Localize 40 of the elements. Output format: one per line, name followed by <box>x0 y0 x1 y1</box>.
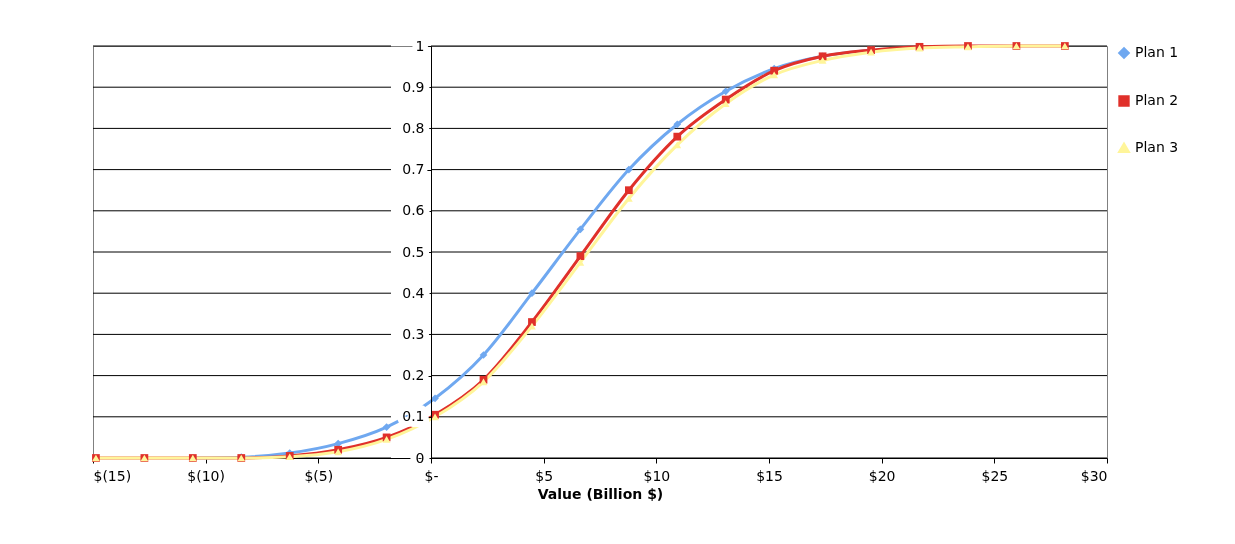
point <box>528 322 536 330</box>
y-tick-label: 0.3 <box>402 325 425 342</box>
x-tick-label: $30 <box>1080 467 1108 484</box>
point <box>576 252 585 260</box>
y-tick-label: 0.8 <box>402 119 425 136</box>
x-tick-label: $(5) <box>304 467 334 484</box>
point <box>673 120 682 129</box>
point <box>770 71 779 79</box>
legend-label: Plan 1 <box>1135 44 1179 60</box>
point <box>624 195 633 202</box>
point <box>528 289 536 298</box>
point <box>528 318 536 326</box>
x-tick-label: $(10) <box>187 467 225 484</box>
y-tick-label: 0.5 <box>402 243 425 260</box>
point <box>431 394 439 403</box>
y-tick-label: 0.6 <box>402 202 425 219</box>
x-tick-label: $25 <box>981 467 1009 484</box>
x-tick-label: $- <box>424 467 439 484</box>
y-tick-label: 0.7 <box>402 161 425 178</box>
x-tick-label: $10 <box>643 467 671 484</box>
x-tick-label: $5 <box>535 467 554 484</box>
y-tick-label: 0.2 <box>402 367 425 384</box>
point <box>624 186 633 195</box>
x-tick-label: $15 <box>756 467 783 484</box>
legend-label: Plan 2 <box>1135 92 1179 108</box>
point <box>576 258 585 266</box>
point <box>818 57 827 64</box>
point <box>479 351 488 359</box>
point <box>721 87 730 96</box>
x-axis-title: Value (Billion $) <box>537 485 664 502</box>
x-tick-label: $(15) <box>93 467 132 484</box>
point <box>382 423 391 431</box>
y-tick-label: 1 <box>415 37 425 54</box>
x-tick-label: $20 <box>868 467 896 484</box>
point <box>673 132 682 141</box>
y-tick-label: 0.4 <box>402 284 425 301</box>
point <box>624 165 633 174</box>
point <box>576 225 585 234</box>
legend-label: Plan 3 <box>1135 139 1179 155</box>
y-tick-label: 0.9 <box>402 78 425 95</box>
